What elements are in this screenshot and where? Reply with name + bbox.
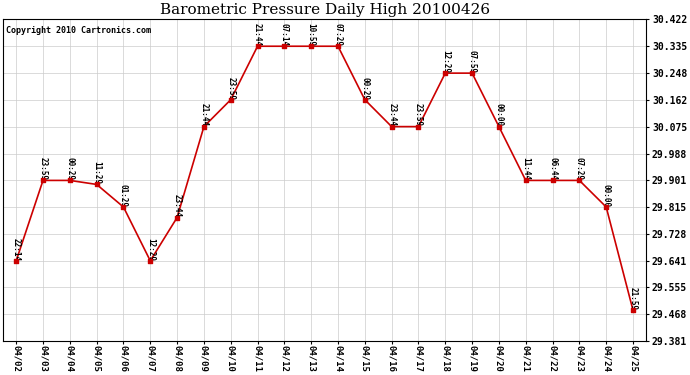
Text: 21:44: 21:44 [199, 104, 208, 127]
Point [333, 43, 344, 49]
Text: 21:59: 21:59 [629, 287, 638, 310]
Point [172, 214, 183, 220]
Point [627, 307, 638, 313]
Text: 06:44: 06:44 [548, 157, 557, 180]
Text: 00:00: 00:00 [495, 104, 504, 127]
Point [145, 258, 156, 264]
Point [199, 124, 210, 130]
Text: Copyright 2010 Cartronics.com: Copyright 2010 Cartronics.com [6, 26, 151, 35]
Point [37, 177, 48, 183]
Text: 10:59: 10:59 [306, 23, 316, 46]
Point [601, 204, 612, 210]
Text: 23:59: 23:59 [226, 76, 235, 100]
Text: 21:44: 21:44 [253, 23, 262, 46]
Point [279, 43, 290, 49]
Point [466, 70, 477, 76]
Text: 22:14: 22:14 [12, 238, 21, 261]
Point [440, 70, 451, 76]
Text: 00:29: 00:29 [360, 76, 369, 100]
Point [10, 258, 21, 264]
Point [520, 177, 531, 183]
Text: 12:29: 12:29 [441, 50, 450, 73]
Point [547, 177, 558, 183]
Point [118, 204, 129, 210]
Text: 07:14: 07:14 [280, 23, 289, 46]
Text: 11:44: 11:44 [521, 157, 530, 180]
Point [306, 43, 317, 49]
Point [64, 177, 75, 183]
Text: 11:29: 11:29 [92, 161, 101, 184]
Point [252, 43, 263, 49]
Point [91, 182, 102, 188]
Point [493, 124, 504, 130]
Point [386, 124, 397, 130]
Text: 00:00: 00:00 [602, 184, 611, 207]
Text: 23:59: 23:59 [39, 157, 48, 180]
Point [225, 97, 236, 103]
Text: 23:44: 23:44 [387, 104, 396, 127]
Text: 23:59: 23:59 [414, 104, 423, 127]
Text: 00:29: 00:29 [66, 157, 75, 180]
Point [359, 97, 371, 103]
Text: 07:59: 07:59 [468, 50, 477, 73]
Text: 12:29: 12:29 [146, 238, 155, 261]
Text: 01:29: 01:29 [119, 184, 128, 207]
Text: 07:29: 07:29 [333, 23, 342, 46]
Title: Barometric Pressure Daily High 20100426: Barometric Pressure Daily High 20100426 [159, 3, 490, 17]
Point [413, 124, 424, 130]
Text: 23:44: 23:44 [172, 194, 181, 217]
Text: 07:29: 07:29 [575, 157, 584, 180]
Point [574, 177, 585, 183]
